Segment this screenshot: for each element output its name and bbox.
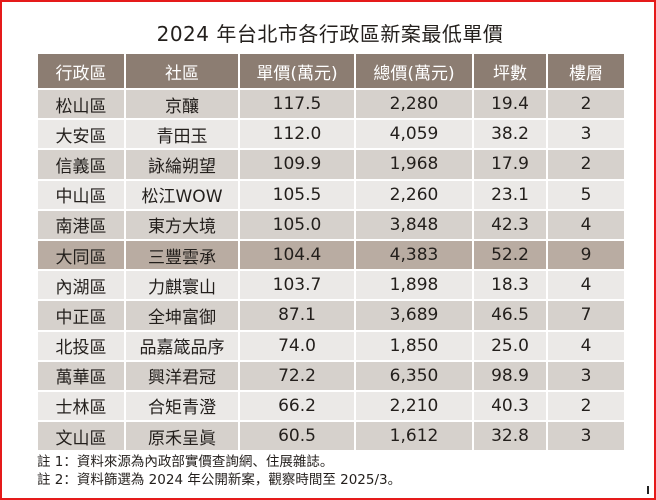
cell-district: 中山區 (38, 180, 124, 209)
header-community: 社區 (126, 54, 238, 88)
district-price-table: 行政區 社區 單價(萬元) 總價(萬元) 坪數 樓層 松山區 京釀 117.5 … (36, 52, 626, 452)
table-row: 中山區 松江WOW 105.5 2,260 23.1 5 (38, 180, 624, 209)
cell-floor: 3 (548, 422, 624, 451)
cell-total-price: 3,848 (356, 210, 472, 239)
table-row: 松山區 京釀 117.5 2,280 19.4 2 (38, 90, 624, 119)
cell-unit-price: 105.5 (240, 180, 354, 209)
cell-ping: 46.5 (474, 301, 546, 330)
cell-community: 三豐雲承 (126, 240, 238, 270)
cell-community: 東方大境 (126, 210, 238, 239)
cell-community: 京釀 (126, 90, 238, 119)
cell-district: 萬華區 (38, 361, 124, 390)
cell-floor: 3 (548, 361, 624, 390)
cell-community: 興洋君冠 (126, 361, 238, 390)
cell-ping: 40.3 (474, 391, 546, 421)
cell-floor: 4 (548, 331, 624, 360)
cell-floor: 2 (548, 150, 624, 179)
table-row: 萬華區 興洋君冠 72.2 6,350 98.9 3 (38, 361, 624, 390)
table-row-highlighted: 大同區 三豐雲承 104.4 4,383 52.2 9 (38, 240, 624, 270)
cell-floor: 9 (548, 240, 624, 270)
cell-total-price: 3,689 (356, 301, 472, 330)
cell-floor: 7 (548, 301, 624, 330)
cell-district: 松山區 (38, 90, 124, 119)
cell-total-price: 2,280 (356, 90, 472, 119)
table-row: 內湖區 力麒寰山 103.7 1,898 18.3 4 (38, 271, 624, 300)
table-row: 中正區 全坤富御 87.1 3,689 46.5 7 (38, 301, 624, 330)
cell-unit-price: 72.2 (240, 361, 354, 390)
cell-unit-price: 105.0 (240, 210, 354, 239)
cell-ping: 19.4 (474, 90, 546, 119)
cell-unit-price: 60.5 (240, 422, 354, 451)
cell-total-price: 4,383 (356, 240, 472, 270)
header-floor: 樓層 (548, 54, 624, 88)
cell-district: 大安區 (38, 120, 124, 149)
table-row: 大安區 青田玉 112.0 4,059 38.2 3 (38, 120, 624, 149)
cell-ping: 98.9 (474, 361, 546, 390)
cell-total-price: 6,350 (356, 361, 472, 390)
cell-ping: 25.0 (474, 331, 546, 360)
cell-unit-price: 117.5 (240, 90, 354, 119)
cell-district: 士林區 (38, 391, 124, 421)
cell-unit-price: 109.9 (240, 150, 354, 179)
cell-district: 內湖區 (38, 271, 124, 300)
cell-unit-price: 74.0 (240, 331, 354, 360)
corner-mark (647, 486, 649, 494)
table-header-row: 行政區 社區 單價(萬元) 總價(萬元) 坪數 樓層 (38, 54, 624, 88)
table-row: 士林區 合矩青澄 66.2 2,210 40.3 2 (38, 391, 624, 421)
cell-unit-price: 104.4 (240, 240, 354, 270)
cell-unit-price: 87.1 (240, 301, 354, 330)
cell-ping: 32.8 (474, 422, 546, 451)
cell-total-price: 1,898 (356, 271, 472, 300)
cell-district: 中正區 (38, 301, 124, 330)
cell-ping: 17.9 (474, 150, 546, 179)
cell-total-price: 2,210 (356, 391, 472, 421)
cell-total-price: 1,850 (356, 331, 472, 360)
cell-community: 合矩青澄 (126, 391, 238, 421)
cell-community: 原禾呈眞 (126, 422, 238, 451)
cell-total-price: 1,612 (356, 422, 472, 451)
cell-floor: 4 (548, 210, 624, 239)
table-row: 文山區 原禾呈眞 60.5 1,612 32.8 3 (38, 422, 624, 451)
cell-floor: 2 (548, 391, 624, 421)
cell-community: 詠綸朔望 (126, 150, 238, 179)
footnote-2: 註 2：資料篩選為 2024 年公開新案，觀察時間至 2025/3。 (37, 472, 402, 488)
cell-district: 北投區 (38, 331, 124, 360)
table-row: 信義區 詠綸朔望 109.9 1,968 17.9 2 (38, 150, 624, 179)
header-district: 行政區 (38, 54, 124, 88)
cell-ping: 23.1 (474, 180, 546, 209)
cell-district: 信義區 (38, 150, 124, 179)
header-total-price: 總價(萬元) (356, 54, 472, 88)
table-row: 北投區 品嘉箴品序 74.0 1,850 25.0 4 (38, 331, 624, 360)
cell-community: 青田玉 (126, 120, 238, 149)
cell-total-price: 4,059 (356, 120, 472, 149)
cell-ping: 42.3 (474, 210, 546, 239)
cell-unit-price: 66.2 (240, 391, 354, 421)
cell-floor: 2 (548, 90, 624, 119)
footnote-1: 註 1：資料來源為內政部實價查詢網、住展雜誌。 (37, 454, 334, 470)
cell-community: 品嘉箴品序 (126, 331, 238, 360)
cell-unit-price: 112.0 (240, 120, 354, 149)
table-title: 2024 年台北市各行政區新案最低單價 (156, 22, 504, 46)
cell-ping: 52.2 (474, 240, 546, 270)
cell-district: 大同區 (38, 240, 124, 270)
cell-unit-price: 103.7 (240, 271, 354, 300)
cell-ping: 38.2 (474, 120, 546, 149)
cell-ping: 18.3 (474, 271, 546, 300)
header-ping: 坪數 (474, 54, 546, 88)
cell-district: 文山區 (38, 422, 124, 451)
cell-community: 力麒寰山 (126, 271, 238, 300)
cell-district: 南港區 (38, 210, 124, 239)
cell-floor: 3 (548, 120, 624, 149)
table-row: 南港區 東方大境 105.0 3,848 42.3 4 (38, 210, 624, 239)
cell-community: 松江WOW (126, 180, 238, 209)
cell-total-price: 1,968 (356, 150, 472, 179)
cell-floor: 4 (548, 271, 624, 300)
cell-floor: 5 (548, 180, 624, 209)
footnotes: 註 1：資料來源為內政部實價查詢網、住展雜誌。 註 2：資料篩選為 2024 年… (37, 453, 401, 489)
cell-total-price: 2,260 (356, 180, 472, 209)
cell-community: 全坤富御 (126, 301, 238, 330)
header-unit-price: 單價(萬元) (240, 54, 354, 88)
